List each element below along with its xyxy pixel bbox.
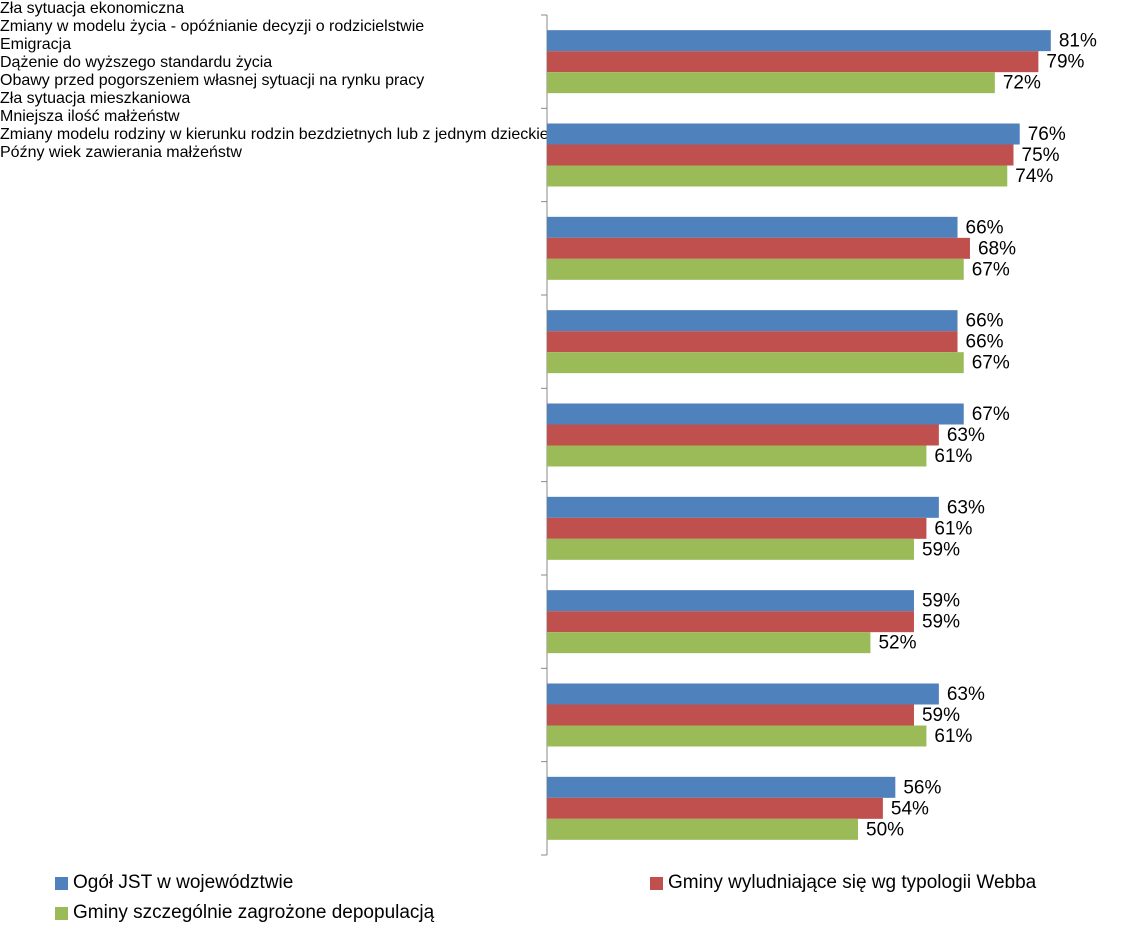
category-label: Zła sytuacja ekonomiczna [0,0,185,17]
bar [547,683,939,705]
value-label: 61% [934,446,972,467]
category-label: Zmiany w modelu życia - opóźnianie decyz… [0,18,425,35]
legend-swatch [55,906,68,920]
legend-swatch [55,876,68,890]
bar [547,818,858,840]
category-label: Późny wiek zawierania małżeństw [0,144,242,161]
value-label: 66% [966,311,1004,332]
value-label: 61% [934,726,972,747]
bar [547,590,914,612]
bar [547,496,939,518]
bar [547,216,958,238]
value-label: 74% [1015,166,1053,187]
bar [547,424,939,446]
value-label: 59% [922,539,960,560]
legend-label: Ogół JST w województwie [73,872,294,893]
bar [547,310,958,332]
category-label: Dążenie do wyższego standardu życia [0,54,273,71]
bar [547,797,883,819]
category-label-box: Mniejsza ilość małżeństw [0,108,1148,126]
value-label: 81% [1059,31,1097,52]
value-label: 67% [972,259,1010,280]
bar [547,776,896,798]
bar [547,403,964,425]
bar [547,517,927,539]
bar [547,538,914,560]
value-label: 52% [878,633,916,654]
value-label: 50% [866,819,904,840]
legend-label: Gminy szczególnie zagrożone depopulacją [73,902,435,923]
bar [547,258,964,280]
category-label-box: Zmiany modelu rodziny w kierunku rodzin … [0,126,1148,144]
category-label: Zła sytuacja mieszkaniowa [0,90,191,107]
value-label: 63% [947,425,985,446]
bar [547,352,964,374]
value-label: 56% [903,777,941,798]
category-label: Zmiany modelu rodziny w kierunku rodzin … [0,126,563,143]
value-label: 66% [966,217,1004,238]
value-label: 72% [1003,73,1041,94]
bar [547,632,871,654]
bar [547,331,958,353]
category-label-box: Zmiany w modelu życia - opóźnianie decyz… [0,18,1148,36]
value-label: 59% [922,591,960,612]
value-label: 54% [891,798,929,819]
category-label-box: Zła sytuacja ekonomiczna [0,0,1148,18]
bar [547,165,1008,187]
value-label: 76% [1028,124,1066,145]
value-label: 67% [972,353,1010,374]
legend-item: Ogół JST w województwie [55,872,293,894]
category-label: Emigracja [0,36,72,53]
bar [547,704,914,726]
value-label: 63% [947,497,985,518]
value-label: 66% [966,332,1004,353]
value-label: 79% [1046,52,1084,73]
value-label: 68% [978,238,1016,259]
value-label: 63% [947,684,985,705]
category-label-box: Dążenie do wyższego standardu życia [0,54,1148,72]
value-label: 67% [972,404,1010,425]
bar [547,237,970,259]
category-label-box: Zła sytuacja mieszkaniowa [0,90,1148,108]
bar [547,123,1020,145]
bar [547,51,1039,73]
bar [547,30,1051,52]
value-label: 75% [1022,145,1060,166]
bar [547,144,1014,166]
legend-swatch [650,876,663,890]
category-label-box: Emigracja [0,36,1148,54]
bar [547,445,927,467]
value-label: 61% [934,518,972,539]
bar [547,725,927,747]
category-label-box: Obawy przed pogorszeniem własnej sytuacj… [0,72,1148,90]
legend-item: Gminy szczególnie zagrożone depopulacją [55,902,434,924]
value-label: 59% [922,705,960,726]
category-label: Obawy przed pogorszeniem własnej sytuacj… [0,72,425,89]
legend-label: Gminy wyludniające się wg typologii Webb… [668,872,1037,893]
bar [547,72,995,94]
value-label: 59% [922,612,960,633]
category-label: Mniejsza ilość małżeństw [0,108,180,125]
legend-item: Gminy wyludniające się wg typologii Webb… [650,872,1036,894]
bar [547,611,914,633]
category-label-box: Późny wiek zawierania małżeństw [0,144,1148,162]
